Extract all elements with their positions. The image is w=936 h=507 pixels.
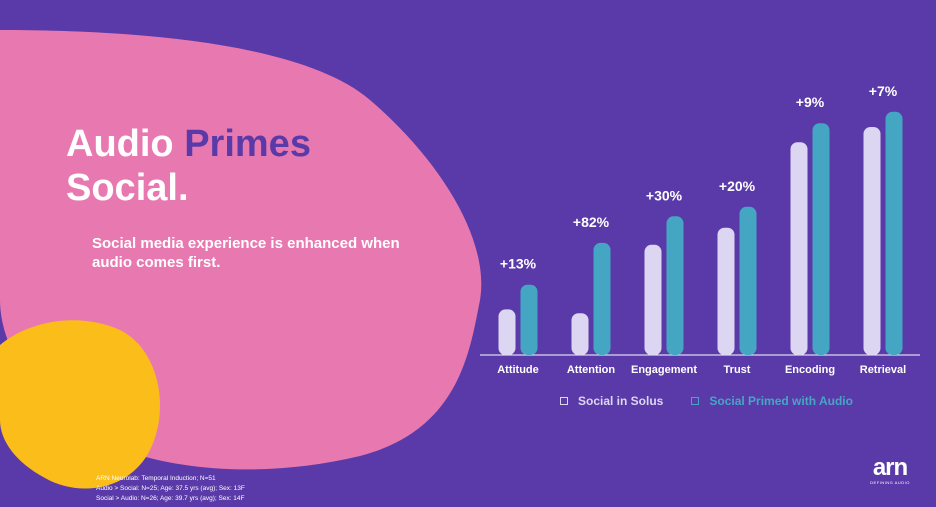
bar-trust-series-1 xyxy=(717,227,735,355)
bar-attention-series-2 xyxy=(593,242,611,355)
chart-legend: Social in Solus Social Primed with Audio xyxy=(560,394,853,408)
bar-retrieval-series-1 xyxy=(863,127,881,355)
bar-encoding-series-1 xyxy=(790,142,808,355)
bar-attitude-series-1 xyxy=(498,309,516,355)
legend-swatch-primed xyxy=(691,397,700,405)
bar-chart: +13% Attitude +82% Attention +30% Engagement +… xyxy=(480,83,920,376)
tick-label-attention: Attention xyxy=(567,364,616,376)
tick-label-retrieval: Retrieval xyxy=(860,364,906,376)
annotation-trust: +20% xyxy=(719,178,756,194)
bar-encoding-series-2 xyxy=(812,123,830,355)
bar-engagement-series-1 xyxy=(644,244,662,355)
arn-logo: arn DEFINING AUDIO xyxy=(866,454,914,486)
bar-trust-series-2 xyxy=(739,206,757,355)
legend-item-solus: Social in Solus xyxy=(560,394,663,408)
tick-label-attitude: Attitude xyxy=(497,364,539,376)
bar-attention-series-1 xyxy=(571,313,589,355)
annotation-engagement: +30% xyxy=(646,187,683,203)
annotation-attention: +82% xyxy=(573,214,610,230)
annotation-attitude: +13% xyxy=(500,256,537,272)
legend-label-primed: Social Primed with Audio xyxy=(709,394,853,408)
logo-tagline: DEFINING AUDIO xyxy=(870,480,910,485)
bars-group xyxy=(498,111,903,355)
yellow-blob xyxy=(0,320,160,489)
bar-retrieval-series-2 xyxy=(885,111,903,355)
subtitle: Social media experience is enhanced when… xyxy=(92,235,400,271)
tick-label-engagement: Engagement xyxy=(631,364,697,376)
tick-label-trust: Trust xyxy=(724,364,751,376)
footnote: ARN Neurolab: Temporal Induction; N=51 A… xyxy=(96,474,245,504)
bar-attitude-series-2 xyxy=(520,284,538,355)
title-word-social: Social. xyxy=(66,167,189,209)
legend-swatch-solus xyxy=(560,397,568,405)
tick-label-encoding: Encoding xyxy=(785,364,835,376)
footnote-line-2: Audio > Social: N=25; Age: 37.5 yrs (avg… xyxy=(96,485,245,492)
title-word-audio: Audio xyxy=(66,123,174,165)
legend-item-primed: Social Primed with Audio xyxy=(691,394,853,408)
annotation-encoding: +9% xyxy=(796,94,825,110)
page-title: Audio Primes Social. xyxy=(66,122,311,210)
title-word-primes: Primes xyxy=(184,123,311,165)
bar-engagement-series-2 xyxy=(666,216,684,355)
footnote-line-3: Social > Audio: N=26; Age: 39.7 yrs (avg… xyxy=(96,495,245,502)
legend-label-solus: Social in Solus xyxy=(578,394,664,408)
annotation-retrieval: +7% xyxy=(869,83,898,99)
logo-mark: arn xyxy=(872,454,908,481)
labels-group: +13% Attitude +82% Attention +30% Engagement +… xyxy=(497,83,906,376)
footnote-line-1: ARN Neurolab: Temporal Induction; N=51 xyxy=(96,475,216,482)
